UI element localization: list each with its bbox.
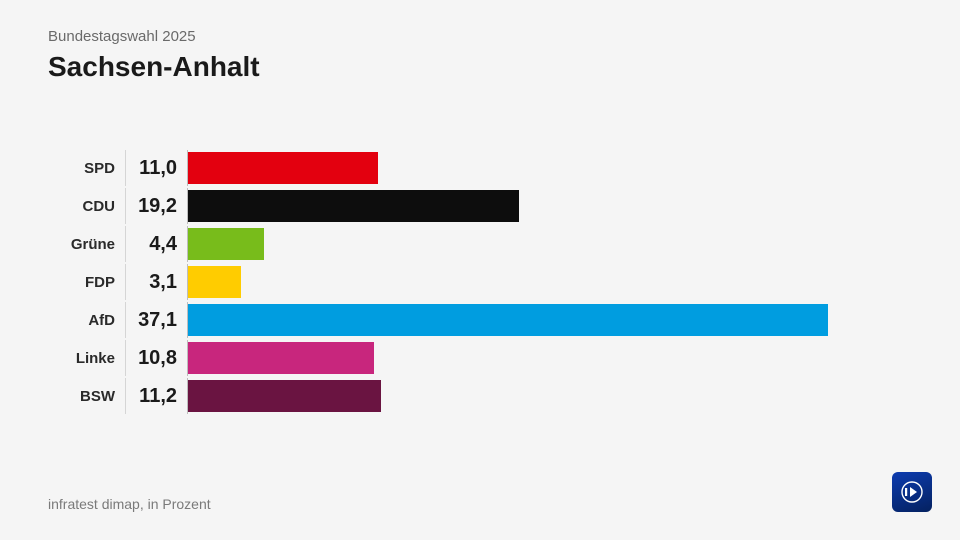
party-label: CDU: [48, 188, 126, 224]
party-label: FDP: [48, 264, 126, 300]
ard-play-icon: [899, 479, 925, 505]
bar-track: [188, 302, 878, 338]
broadcaster-logo: [892, 472, 932, 512]
chart-row: AfD37,1: [48, 302, 878, 338]
bar: [188, 380, 381, 412]
party-label: Linke: [48, 340, 126, 376]
bar: [188, 266, 241, 298]
chart-row: FDP3,1: [48, 264, 878, 300]
chart-header: Bundestagswahl 2025 Sachsen-Anhalt: [48, 28, 260, 83]
value-label: 11,2: [126, 378, 188, 414]
chart-row: BSW11,2: [48, 378, 878, 414]
page-root: Bundestagswahl 2025 Sachsen-Anhalt SPD11…: [0, 0, 960, 540]
bar: [188, 228, 264, 260]
value-label: 11,0: [126, 150, 188, 186]
party-label: BSW: [48, 378, 126, 414]
bar: [188, 342, 374, 374]
chart-supertitle: Bundestagswahl 2025: [48, 28, 260, 45]
chart-row: Grüne4,4: [48, 226, 878, 262]
bar: [188, 152, 378, 184]
bar-track: [188, 378, 878, 414]
party-label: Grüne: [48, 226, 126, 262]
bar-track: [188, 264, 878, 300]
value-label: 10,8: [126, 340, 188, 376]
party-label: AfD: [48, 302, 126, 338]
bar: [188, 190, 519, 222]
party-label: SPD: [48, 150, 126, 186]
chart-row: Linke10,8: [48, 340, 878, 376]
value-label: 3,1: [126, 264, 188, 300]
bar-chart: SPD11,0CDU19,2Grüne4,4FDP3,1AfD37,1Linke…: [48, 150, 878, 414]
value-label: 19,2: [126, 188, 188, 224]
chart-title: Sachsen-Anhalt: [48, 51, 260, 83]
value-label: 4,4: [126, 226, 188, 262]
bar-track: [188, 340, 878, 376]
bar-track: [188, 188, 878, 224]
value-label: 37,1: [126, 302, 188, 338]
chart-row: SPD11,0: [48, 150, 878, 186]
chart-row: CDU19,2: [48, 188, 878, 224]
bar: [188, 304, 828, 336]
chart-source-footer: infratest dimap, in Prozent: [48, 496, 211, 512]
bar-track: [188, 226, 878, 262]
bar-track: [188, 150, 878, 186]
